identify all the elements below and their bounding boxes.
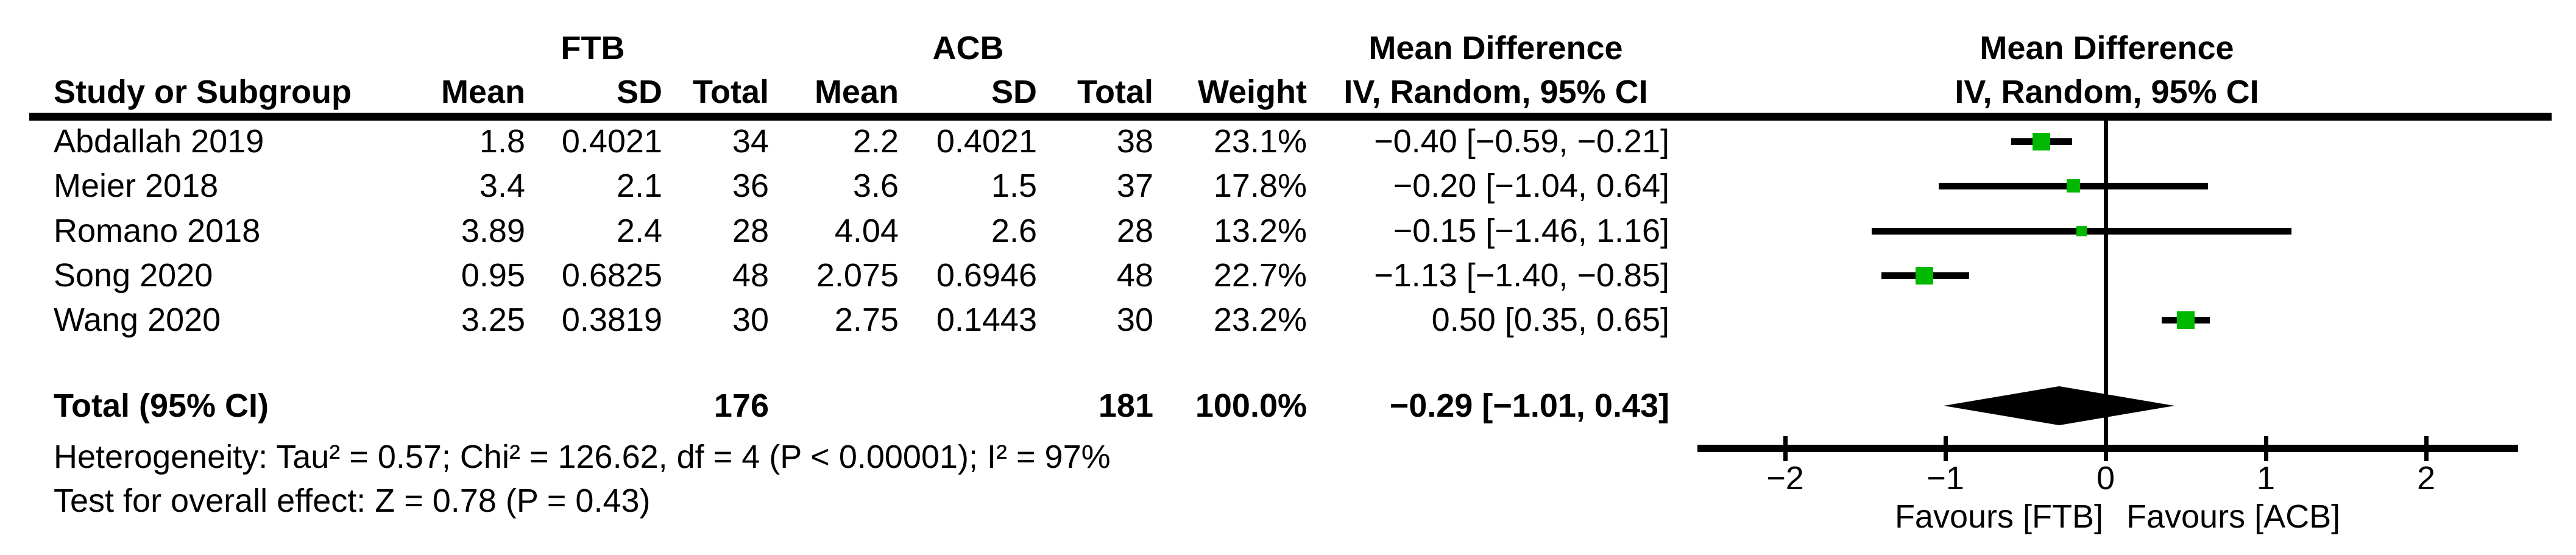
total-md-ci: −0.29 [−1.01, 0.43] (1389, 387, 1669, 424)
acb-total-value: 48 (1116, 257, 1153, 294)
overall-effect-test: Test for overall effect: Z = 0.78 (P = 0… (54, 483, 651, 519)
plot-header-mean-difference: Mean Difference (1980, 30, 2234, 66)
total-ftb-n: 176 (713, 387, 769, 424)
ftb-total-value: 28 (732, 213, 769, 249)
acb-sd-value: 0.4021 (936, 123, 1037, 160)
x-axis-tick (2424, 436, 2429, 461)
plot-header-iv-ci: IV, Random, 95% CI (1955, 74, 2259, 110)
x-axis-tick-label: 0 (2096, 460, 2115, 497)
acb-mean-value: 4.04 (834, 213, 899, 249)
acb-total-value: 28 (1116, 213, 1153, 249)
weight-value: 23.1% (1213, 123, 1307, 160)
group-header-mean-difference: Mean Difference (1368, 30, 1623, 66)
ftb-sd-value: 0.3819 (561, 302, 662, 338)
ftb-total-value: 48 (732, 257, 769, 294)
favours-right-label: Favours [ACB] (2126, 498, 2341, 535)
ftb-sd-value: 2.1 (616, 168, 662, 204)
acb-mean-value: 3.6 (852, 168, 899, 204)
col-header-weight: Weight (1198, 74, 1307, 110)
ftb-sd-value: 2.4 (616, 213, 662, 249)
study-label: Meier 2018 (54, 168, 219, 204)
header-rule (29, 113, 2552, 121)
study-label: Romano 2018 (54, 213, 261, 249)
acb-sd-value: 2.6 (991, 213, 1037, 249)
study-marker (1916, 266, 1934, 285)
acb-mean-value: 2.075 (816, 257, 899, 294)
acb-total-value: 38 (1116, 123, 1153, 160)
weight-value: 13.2% (1213, 213, 1307, 249)
md-ci-value: −0.15 [−1.46, 1.16] (1393, 213, 1669, 249)
zero-effect-line (2104, 121, 2108, 448)
acb-mean-value: 2.75 (834, 302, 899, 338)
x-axis-tick (2103, 436, 2108, 461)
study-label: Song 2020 (54, 257, 213, 294)
group-header-ftb: FTB (561, 30, 625, 66)
col-header-acb-mean: Mean (814, 74, 899, 110)
acb-sd-value: 1.5 (991, 168, 1037, 204)
ftb-mean-value: 0.95 (461, 257, 525, 294)
md-ci-value: −0.40 [−0.59, −0.21] (1374, 123, 1669, 160)
x-axis-tick-label: 2 (2416, 460, 2436, 497)
acb-sd-value: 0.6946 (936, 257, 1037, 294)
col-header-acb-total: Total (1077, 74, 1153, 110)
ftb-mean-value: 3.89 (461, 213, 525, 249)
ftb-total-value: 36 (732, 168, 769, 204)
study-marker (2177, 311, 2195, 329)
acb-mean-value: 2.2 (852, 123, 899, 160)
weight-value: 17.8% (1213, 168, 1307, 204)
total-weight: 100.0% (1195, 387, 1307, 424)
study-marker (2076, 225, 2087, 236)
col-header-ftb-sd: SD (616, 74, 662, 110)
x-axis-tick-label: −2 (1766, 460, 1804, 497)
total-diamond (1944, 386, 2175, 425)
favours-left-label: Favours [FTB] (1894, 498, 2103, 535)
x-axis-tick (1783, 436, 1788, 461)
weight-value: 23.2% (1213, 302, 1307, 338)
x-axis-tick-label: 1 (2256, 460, 2276, 497)
md-ci-value: −0.20 [−1.04, 0.64] (1393, 168, 1669, 204)
total-label: Total (95% CI) (54, 387, 269, 424)
x-axis-tick (2263, 436, 2268, 461)
md-ci-value: 0.50 [0.35, 0.65] (1431, 302, 1669, 338)
col-header-study: Study or Subgroup (54, 74, 352, 110)
md-ci-value: −1.13 [−1.40, −0.85] (1374, 257, 1669, 294)
col-header-ftb-total: Total (693, 74, 769, 110)
x-axis-tick (1943, 436, 1948, 461)
study-marker (2033, 132, 2051, 150)
x-axis-line (1697, 445, 2518, 452)
acb-total-value: 37 (1116, 168, 1153, 204)
ftb-total-value: 30 (732, 302, 769, 338)
col-header-ftb-mean: Mean (441, 74, 525, 110)
ftb-sd-value: 0.4021 (561, 123, 662, 160)
study-marker (2067, 179, 2081, 193)
ftb-total-value: 34 (732, 123, 769, 160)
ftb-mean-value: 3.25 (461, 302, 525, 338)
acb-sd-value: 0.1443 (936, 302, 1037, 338)
acb-total-value: 30 (1116, 302, 1153, 338)
study-label: Abdallah 2019 (54, 123, 264, 160)
total-acb-n: 181 (1098, 387, 1153, 424)
ftb-sd-value: 0.6825 (561, 257, 662, 294)
heterogeneity-stats: Heterogeneity: Tau² = 0.57; Chi² = 126.6… (54, 439, 1111, 475)
study-label: Wang 2020 (54, 302, 221, 338)
group-header-acb: ACB (932, 30, 1004, 66)
weight-value: 22.7% (1213, 257, 1307, 294)
col-header-acb-sd: SD (991, 74, 1037, 110)
ftb-mean-value: 1.8 (479, 123, 525, 160)
col-header-iv-ci: IV, Random, 95% CI (1343, 74, 1648, 110)
ftb-mean-value: 3.4 (479, 168, 525, 204)
x-axis-tick-label: −1 (1927, 460, 1964, 497)
